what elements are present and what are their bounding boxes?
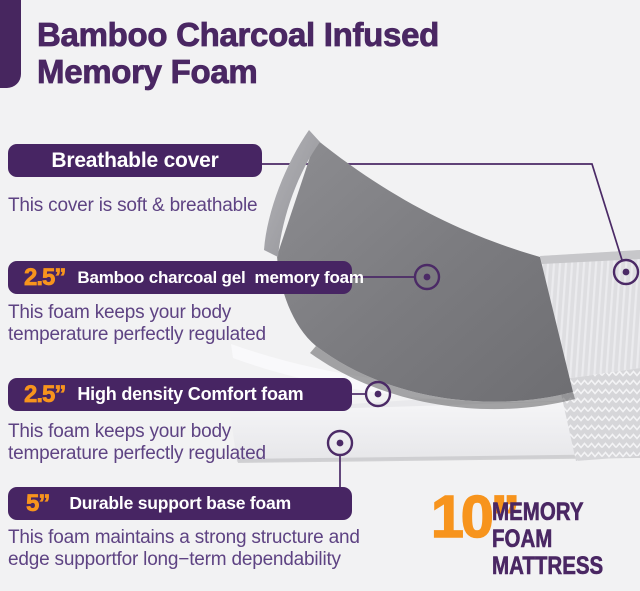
label-breathable-cover-text: Breathable cover — [51, 148, 219, 172]
desc-line: temperature perfectly regulated — [8, 323, 266, 345]
product-type-line-2: MATTRESS — [492, 552, 604, 580]
desc-line: This foam keeps your body — [8, 421, 232, 442]
cover-fabric — [540, 250, 640, 461]
label-memory-foam-text: Bamboo charcoal gel memory foam — [77, 267, 364, 287]
label-base-foam: 5” Durable support base foam — [8, 487, 352, 520]
desc-line: This cover is soft & breathable — [8, 195, 258, 216]
cover-fabric-far-edge — [540, 250, 640, 264]
desc-breathable-cover: This cover is soft & breathable — [8, 195, 258, 217]
base-foam-bottom-edge — [237, 454, 640, 463]
label-comfort-foam-text: High density Comfort foam — [77, 384, 304, 404]
desc-memory-foam: This foam keeps your body temperature pe… — [8, 302, 266, 345]
memory-foam-layer — [264, 130, 575, 410]
desc-line: This foam keeps your body — [8, 302, 232, 323]
label-base-foam-text: Durable support base foam — [69, 493, 291, 513]
memory-foam-side-edge — [264, 130, 320, 257]
cover-fabric-top — [540, 250, 640, 380]
label-memory-foam: 2.5” Bamboo charcoal gel memory foam — [8, 261, 364, 294]
connector-line-cover — [262, 163, 623, 261]
title-line-1: Bamboo Charcoal Infused — [37, 16, 440, 54]
thickness-badge: 2.5” — [24, 380, 67, 408]
desc-comfort-foam: This foam keeps your body temperature pe… — [8, 421, 266, 464]
layer-marker-base-foam — [326, 429, 354, 457]
memory-foam-under-edge — [310, 346, 575, 410]
label-breathable-cover: Breathable cover — [8, 144, 262, 177]
product-type-line-1: MEMORY FOAM — [492, 498, 584, 553]
memory-foam-surface — [277, 139, 573, 402]
desc-base-foam: This foam maintains a strong structure a… — [8, 527, 360, 570]
label-comfort-foam: 2.5” High density Comfort foam — [8, 378, 352, 411]
title-line-2: Memory Foam — [37, 53, 259, 91]
thickness-badge: 5” — [26, 489, 51, 517]
total-thickness-badge: 10” — [430, 484, 521, 550]
desc-line: This foam maintains a strong structure a… — [8, 527, 360, 548]
corner-accent-bar — [0, 0, 21, 88]
layer-marker-cover — [612, 258, 640, 286]
product-type-label: MEMORY FOAM MATTRESS — [492, 498, 613, 580]
layer-marker-memory-foam — [413, 263, 441, 291]
layer-marker-comfort-foam — [364, 380, 392, 408]
desc-line: edge supportfor long−term dependability — [8, 548, 341, 570]
base-foam-front — [230, 399, 640, 462]
page-title: Bamboo Charcoal Infused Memory Foam — [37, 16, 440, 91]
cover-fabric-side — [558, 368, 640, 461]
desc-line: temperature perfectly regulated — [8, 442, 266, 464]
thickness-badge: 2.5” — [24, 263, 67, 291]
